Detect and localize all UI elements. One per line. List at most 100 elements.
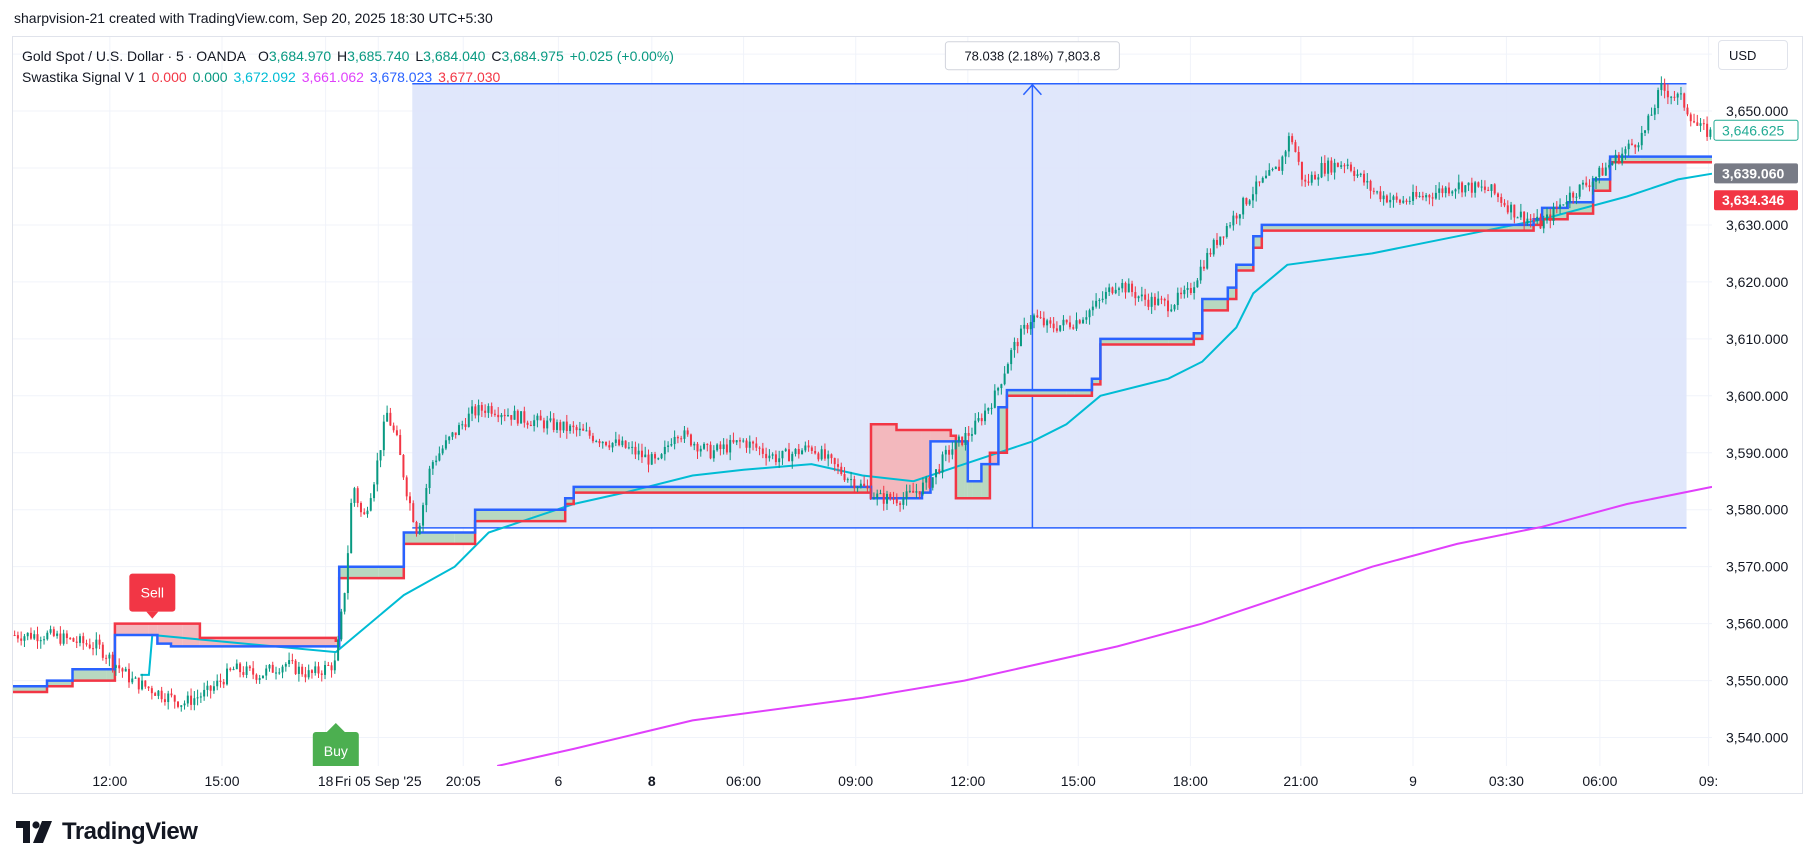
candle-body: [1075, 320, 1078, 329]
candle-body: [1366, 180, 1369, 183]
candle-body: [1170, 309, 1173, 312]
candle-body: [346, 553, 349, 594]
price-tick-label: 3,580.000: [1726, 502, 1788, 518]
signal-cloud: [1074, 390, 1092, 396]
blue-step-line: [13, 155, 1712, 688]
candle-body: [565, 421, 568, 431]
candle-body: [1281, 156, 1284, 171]
signal-cloud: [896, 429, 922, 499]
candle-body: [431, 462, 434, 469]
candle-body: [1421, 195, 1424, 198]
candle-body: [1480, 186, 1483, 188]
time-tick-label: 18: [318, 773, 334, 789]
signal-cloud: [1593, 179, 1611, 191]
candle-body: [686, 430, 689, 435]
candle-body: [124, 668, 127, 672]
candle-body: [1650, 114, 1653, 116]
indicator-legend-row[interactable]: Swastika Signal V 1 0.000 0.000 3,672.09…: [22, 67, 676, 88]
candle-body: [1078, 320, 1081, 324]
time-axis[interactable]: [13, 766, 1712, 792]
measure-range-box[interactable]: [412, 83, 1687, 528]
signal-cloud: [1567, 202, 1594, 214]
signal-cloud: [199, 637, 336, 647]
candle-body: [1513, 204, 1516, 218]
candle-body: [990, 407, 993, 409]
candle-body: [59, 633, 62, 644]
candle-body: [1314, 174, 1317, 180]
chart-legend: Gold Spot / U.S. Dollar · 5 · OANDA O3,6…: [22, 46, 676, 88]
candle-body: [1278, 166, 1281, 171]
candle-body: [382, 421, 385, 451]
candle-body: [222, 681, 225, 685]
candle-body: [984, 410, 987, 422]
candle-body: [141, 680, 144, 690]
candle-body: [245, 666, 248, 675]
candle-body: [1379, 191, 1382, 200]
measure-label-box: [944, 41, 1120, 71]
candle-body: [758, 447, 761, 449]
candle-body: [356, 488, 359, 504]
candle-body: [830, 454, 833, 459]
candle-body: [957, 436, 960, 441]
candle-body: [1644, 130, 1647, 133]
candle-body: [997, 388, 1000, 391]
chart-frame: [12, 36, 1803, 794]
sell-signal-badge[interactable]: [129, 573, 176, 612]
candle-body: [588, 430, 591, 436]
candle-body: [722, 444, 725, 450]
candle-body: [1464, 185, 1467, 193]
candle-body: [654, 454, 657, 459]
candle-body: [961, 436, 964, 446]
price-axis[interactable]: [1712, 37, 1802, 766]
candle-body: [644, 454, 647, 458]
candle-body: [1444, 187, 1447, 194]
candle-body: [454, 432, 457, 436]
buy-signal-badge[interactable]: [312, 731, 359, 770]
symbol-legend-row[interactable]: Gold Spot / U.S. Dollar · 5 · OANDA O3,6…: [22, 46, 676, 67]
candle-body: [1189, 287, 1192, 294]
signal-cloud: [565, 498, 574, 505]
candle-body: [190, 695, 193, 705]
candle-body: [810, 447, 813, 451]
candle-body: [608, 445, 611, 448]
candle-body: [33, 634, 36, 639]
candle-body: [935, 469, 938, 478]
candle-body: [771, 454, 774, 456]
candle-body: [1363, 173, 1366, 183]
candle-body: [265, 668, 268, 676]
candle-body: [363, 512, 366, 515]
candle-body: [1019, 328, 1022, 347]
signal-cloud: [1193, 333, 1203, 339]
candle-body: [820, 449, 823, 460]
candle-body: [176, 701, 179, 707]
candle-body: [457, 425, 460, 436]
candle-body: [1049, 320, 1052, 324]
candle-body: [1268, 170, 1271, 176]
candle-body: [627, 447, 630, 449]
symbol-name[interactable]: Gold Spot / U.S. Dollar · 5 · OANDA: [22, 48, 247, 64]
candle-body: [650, 454, 653, 465]
time-tick-label: 12:00: [950, 773, 985, 789]
currency-button[interactable]: USD: [1718, 40, 1788, 70]
candle-body: [1147, 299, 1150, 307]
candle-body: [1693, 121, 1696, 123]
indicator-name[interactable]: Swastika Signal V 1: [22, 69, 146, 85]
candle-body: [699, 448, 702, 452]
red-step-line: [13, 161, 1712, 694]
candle-body: [1261, 177, 1264, 183]
candle-body: [1376, 191, 1379, 193]
candle-body: [970, 434, 973, 436]
candle-body: [892, 498, 895, 500]
candle-body: [1026, 324, 1029, 330]
candle-body: [1395, 196, 1398, 200]
candle-body: [199, 696, 202, 698]
candle-body: [689, 434, 692, 446]
candle-body: [1166, 300, 1169, 312]
candle-body: [1461, 182, 1464, 193]
candle-body: [1065, 319, 1068, 323]
candle-body: [275, 672, 278, 674]
candle-body: [660, 454, 663, 459]
candle-body: [980, 418, 983, 422]
time-tick-label: Fri 05 Sep '25: [335, 773, 422, 789]
